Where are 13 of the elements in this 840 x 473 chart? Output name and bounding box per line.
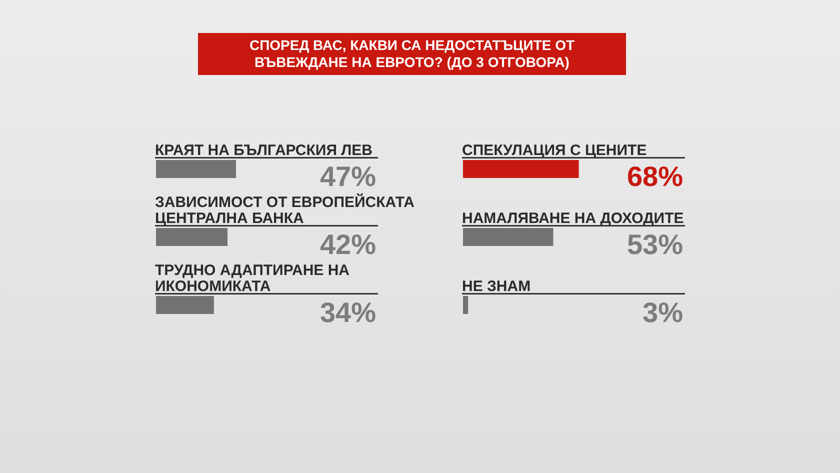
y-tick-label: КРАЯТ НА БЪЛГАРСКИЯ ЛЕВ: [155, 142, 373, 159]
data-label: 53%: [626, 229, 684, 260]
data-label: 3%: [642, 297, 684, 328]
y-tick-label: НАМАЛЯВАНЕ НА ДОХОДИТЕ: [462, 210, 684, 227]
y-tick-label: СПЕКУЛАЦИЯ С ЦЕНИТЕ: [462, 142, 647, 159]
y-tick-label: НЕ ЗНАМ: [462, 278, 531, 295]
data-label: 34%: [320, 297, 376, 328]
data-label: 42%: [320, 229, 376, 260]
data-label: 47%: [320, 161, 376, 192]
y-tick-label: ЗАВИСИМОСТ ОТ ЕВРОПЕЙСКАТА ЦЕНТРАЛНА БАНКА: [155, 193, 415, 227]
title-banner: СПОРЕД ВАС, КАКВИ СА НЕДОСТАТЪЦИТЕ ОТ ВЪВЕЖДАНЕ НА ЕВРОТО? (ДО 3 ОТГОВОРА): [198, 33, 626, 75]
y-tick-label: ТРУДНО АДАПТИРАНЕ НА ИКОНОМИКАТА: [155, 262, 350, 295]
data-label: 68%: [626, 161, 684, 192]
